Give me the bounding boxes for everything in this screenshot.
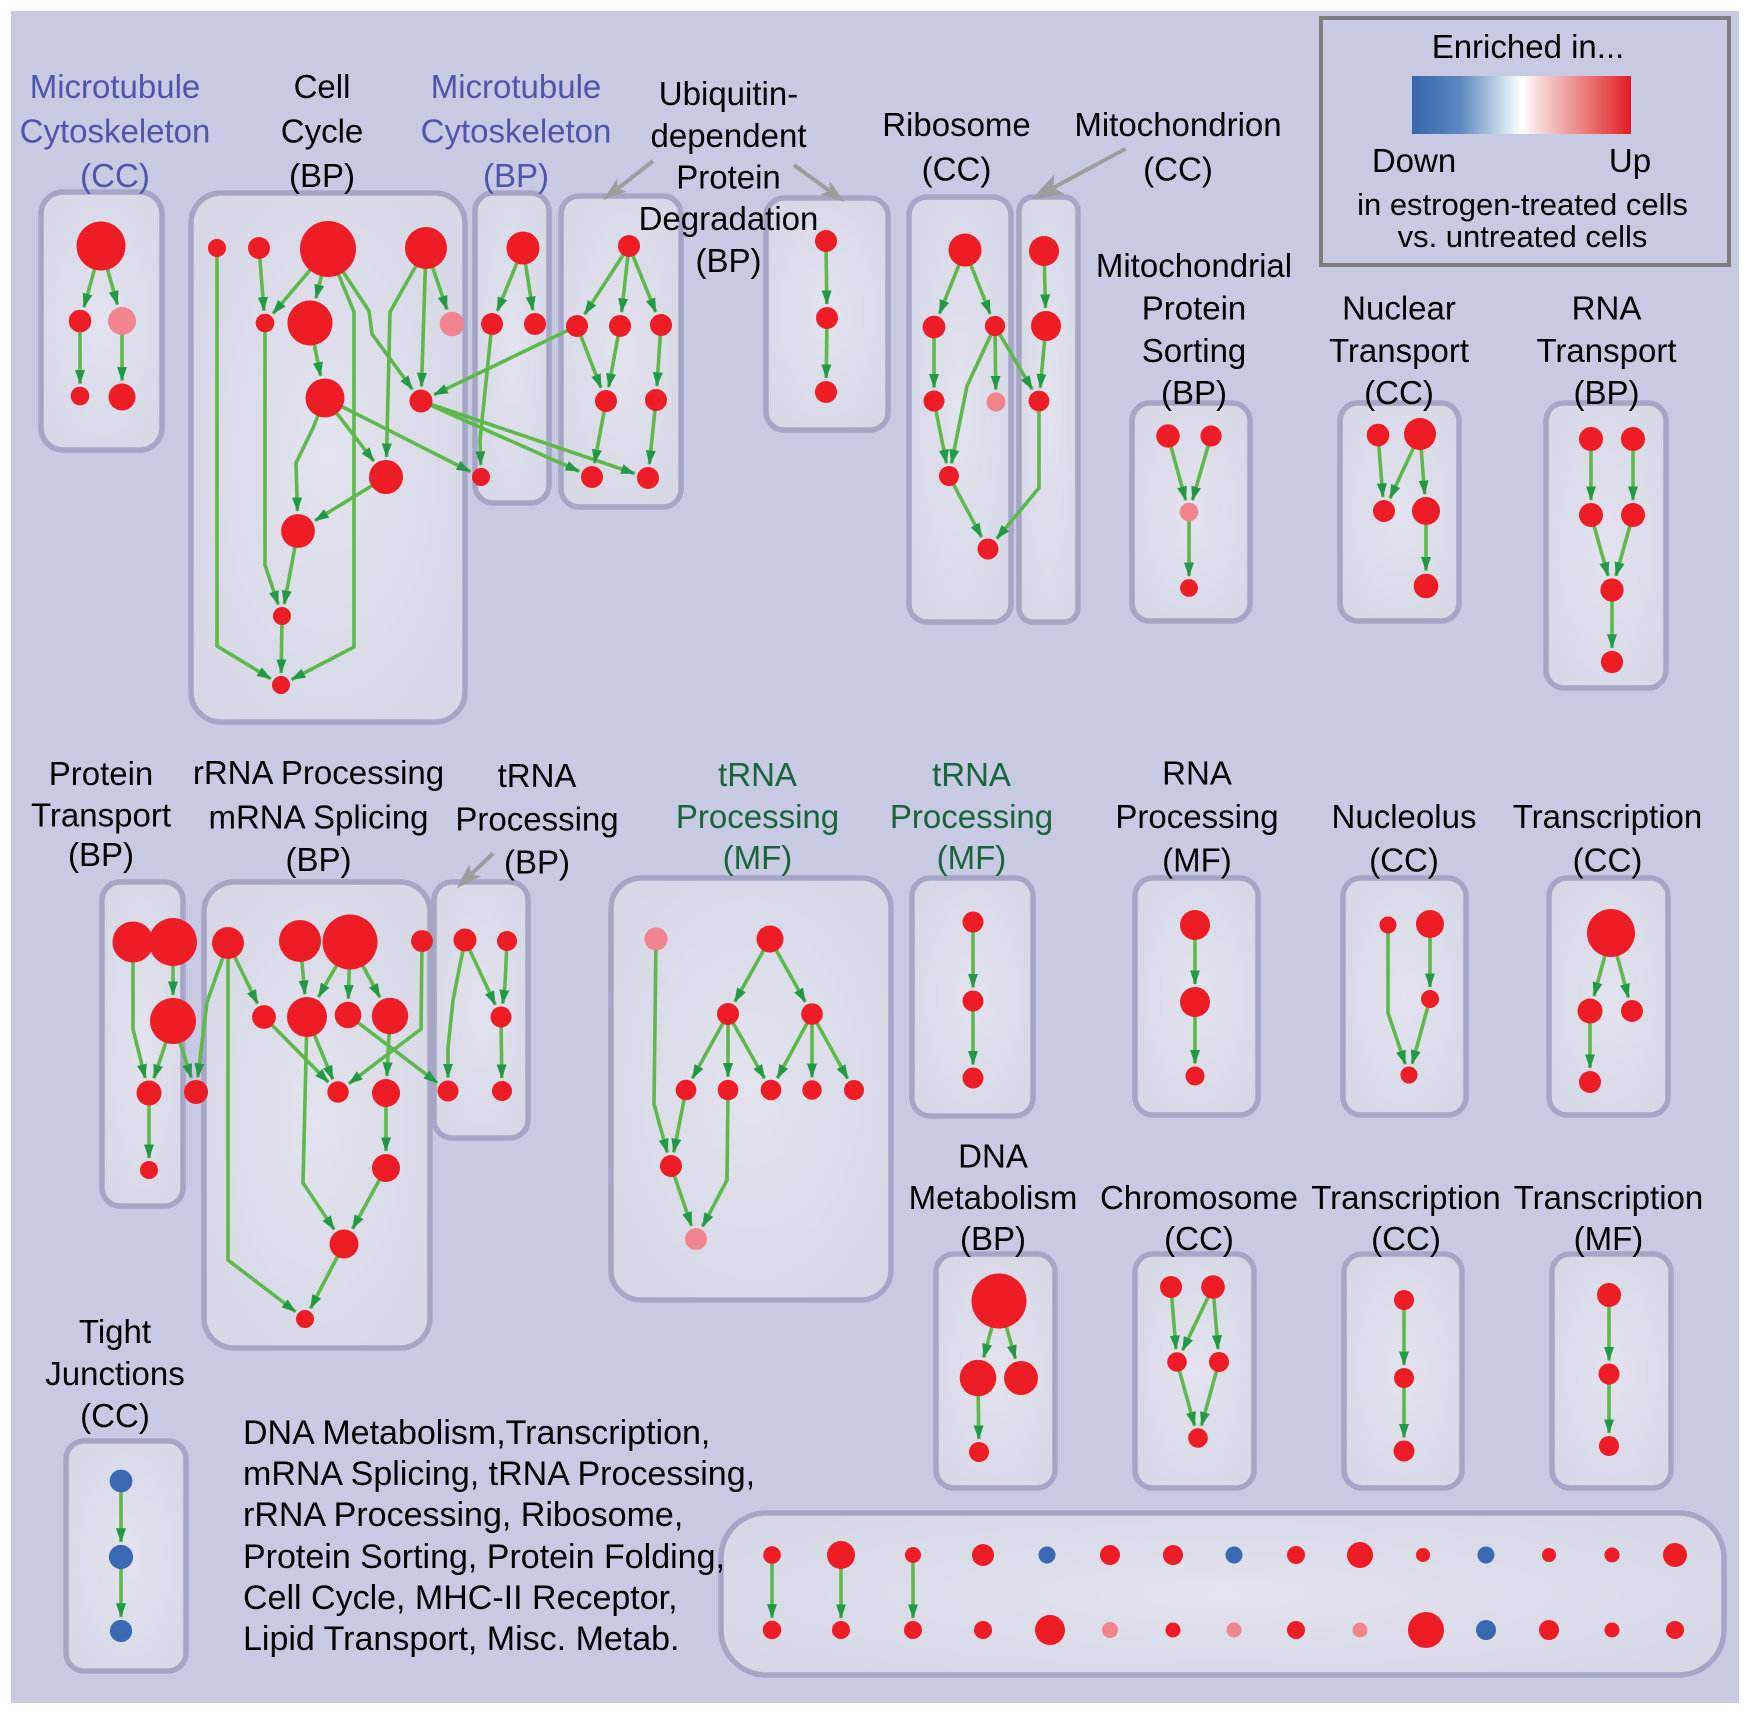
svg-text:(BP): (BP) [696, 242, 762, 279]
svg-text:(MF): (MF) [723, 839, 793, 876]
svg-text:Microtubule: Microtubule [30, 68, 201, 105]
svg-text:Nuclear: Nuclear [1342, 290, 1456, 327]
svg-text:DNA Metabolism,Transcription,: DNA Metabolism,Transcription, [243, 1414, 710, 1452]
svg-text:(CC): (CC) [80, 157, 150, 194]
svg-text:(CC): (CC) [1364, 374, 1434, 411]
svg-text:Degradation: Degradation [639, 200, 819, 237]
svg-text:Protein Sorting, Protein Foldi: Protein Sorting, Protein Folding, [243, 1538, 725, 1576]
svg-text:(BP): (BP) [68, 836, 134, 873]
svg-text:Transport: Transport [1329, 332, 1469, 369]
svg-text:(BP): (BP) [1574, 374, 1640, 411]
svg-text:(CC): (CC) [1369, 842, 1439, 879]
svg-text:Metabolism: Metabolism [909, 1179, 1078, 1216]
svg-text:(BP): (BP) [289, 157, 355, 194]
svg-text:mRNA Splicing: mRNA Splicing [208, 799, 428, 836]
svg-text:(CC): (CC) [1573, 842, 1643, 879]
svg-text:Up: Up [1609, 142, 1651, 179]
svg-text:dependent: dependent [651, 117, 807, 154]
svg-text:Enriched in...: Enriched in... [1432, 28, 1625, 65]
svg-text:(BP): (BP) [286, 841, 352, 878]
svg-text:Microtubule: Microtubule [431, 68, 602, 105]
svg-text:(CC): (CC) [1143, 151, 1213, 188]
svg-text:RNA: RNA [1572, 290, 1642, 327]
svg-text:Junctions: Junctions [45, 1355, 184, 1392]
svg-text:(BP): (BP) [960, 1220, 1026, 1257]
svg-text:Mitochondrial: Mitochondrial [1096, 247, 1292, 284]
svg-text:mRNA Splicing, tRNA Processing: mRNA Splicing, tRNA Processing, [243, 1455, 755, 1493]
svg-text:tRNA: tRNA [718, 756, 797, 793]
svg-text:rRNA Processing, Ribosome,: rRNA Processing, Ribosome, [243, 1496, 683, 1534]
svg-text:(BP): (BP) [483, 157, 549, 194]
svg-text:Transcription: Transcription [1311, 1179, 1501, 1216]
svg-text:Ribosome: Ribosome [882, 106, 1031, 143]
svg-text:(MF): (MF) [937, 839, 1007, 876]
svg-text:(MF): (MF) [1162, 842, 1232, 879]
svg-text:Chromosome: Chromosome [1100, 1179, 1298, 1216]
svg-text:Down: Down [1372, 142, 1456, 179]
svg-text:Mitochondrion: Mitochondrion [1074, 106, 1281, 143]
svg-text:RNA: RNA [1162, 755, 1232, 792]
svg-text:Nucleolus: Nucleolus [1332, 798, 1477, 835]
svg-text:Tight: Tight [79, 1313, 151, 1350]
svg-text:Ubiquitin-: Ubiquitin- [659, 75, 798, 112]
svg-text:(CC): (CC) [1164, 1220, 1234, 1257]
svg-text:Cycle: Cycle [281, 113, 364, 150]
svg-text:Transport: Transport [1537, 332, 1677, 369]
svg-text:Cytoskeleton: Cytoskeleton [421, 113, 612, 150]
svg-text:Cytoskeleton: Cytoskeleton [20, 113, 211, 150]
svg-text:(CC): (CC) [1371, 1220, 1441, 1257]
svg-text:Processing: Processing [1115, 798, 1278, 835]
svg-text:(MF): (MF) [1574, 1220, 1644, 1257]
svg-text:Protein: Protein [1142, 290, 1247, 327]
svg-text:Transcription: Transcription [1514, 1179, 1704, 1216]
svg-text:Processing: Processing [455, 801, 618, 838]
svg-text:(CC): (CC) [80, 1397, 150, 1434]
svg-text:Protein: Protein [676, 159, 781, 196]
svg-text:vs. untreated cells: vs. untreated cells [1398, 219, 1648, 254]
svg-text:Processing: Processing [890, 798, 1053, 835]
svg-text:Cell Cycle, MHC-II Receptor,: Cell Cycle, MHC-II Receptor, [243, 1579, 678, 1617]
svg-text:rRNA Processing: rRNA Processing [193, 754, 444, 791]
svg-text:DNA: DNA [958, 1138, 1028, 1175]
svg-text:Sorting: Sorting [1142, 332, 1247, 369]
svg-text:(BP): (BP) [504, 844, 570, 881]
svg-text:tRNA: tRNA [498, 757, 577, 794]
svg-text:Transport: Transport [31, 797, 171, 834]
svg-text:tRNA: tRNA [932, 756, 1011, 793]
svg-text:Cell: Cell [294, 68, 351, 105]
svg-text:Processing: Processing [676, 798, 839, 835]
svg-text:Lipid Transport, Misc. Metab.: Lipid Transport, Misc. Metab. [243, 1620, 680, 1658]
svg-text:(BP): (BP) [1161, 374, 1227, 411]
svg-text:Protein: Protein [49, 755, 154, 792]
svg-text:in estrogen-treated cells: in estrogen-treated cells [1357, 187, 1688, 222]
svg-text:Transcription: Transcription [1513, 798, 1703, 835]
svg-text:(CC): (CC) [922, 151, 992, 188]
